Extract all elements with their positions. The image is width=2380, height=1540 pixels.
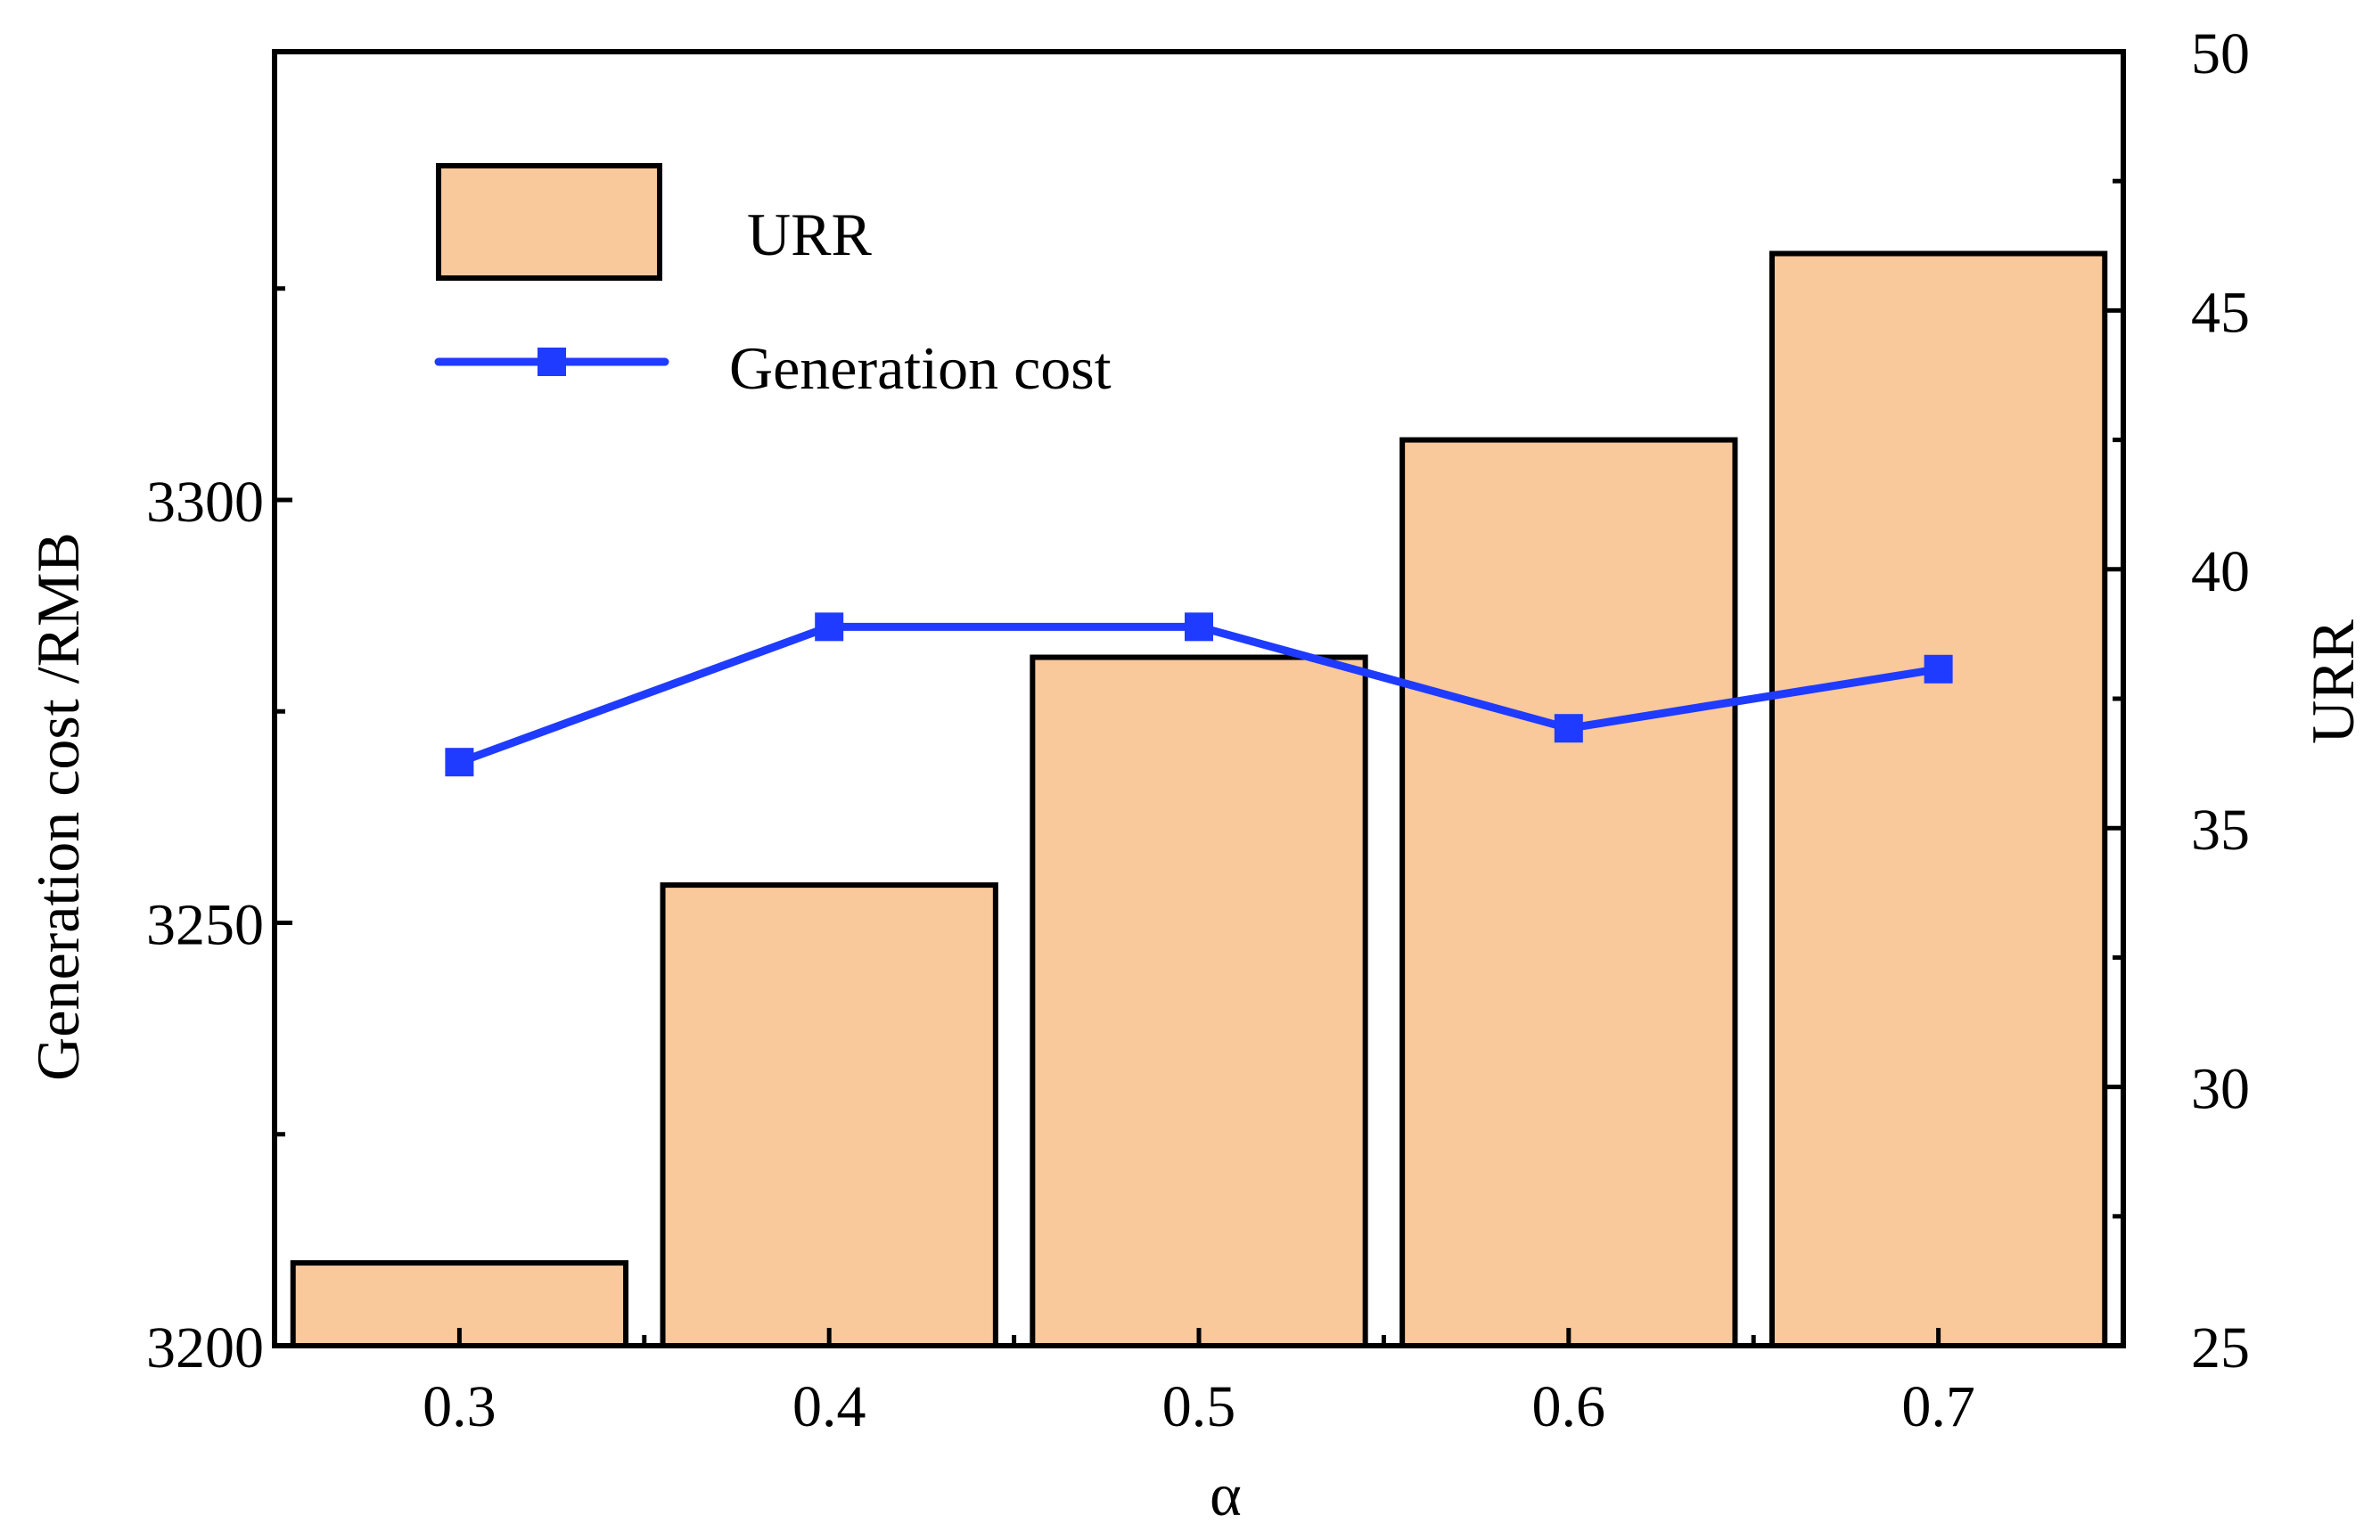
y-right-tick-label: 30 — [2191, 1057, 2250, 1122]
legend-urr-label: URR — [747, 201, 872, 268]
generation-cost-point — [1924, 654, 1953, 684]
x-axis-title: α — [1210, 1461, 1242, 1528]
y-left-axis-title: Generation cost /RMB — [24, 532, 92, 1081]
y-left-tick-label: 3250 — [146, 892, 264, 957]
y-right-tick-label: 25 — [2191, 1315, 2250, 1380]
urr-bar — [1030, 654, 1368, 1348]
x-tick-label: 0.3 — [423, 1374, 497, 1439]
legend-urr-swatch — [436, 163, 662, 281]
y-left-tick-labels: 3200 3250 3300 — [146, 470, 264, 1380]
legend-cost-marker — [538, 348, 566, 376]
axis-ticks — [275, 49, 2123, 1348]
generation-cost-point — [445, 748, 474, 777]
urr-bar — [660, 882, 998, 1348]
x-tick-label: 0.5 — [1162, 1374, 1236, 1439]
y-right-tick-labels: 25 30 35 40 45 50 — [2191, 21, 2250, 1380]
urr-bar — [1769, 250, 2108, 1349]
y-left-tick-label: 3300 — [146, 470, 264, 535]
legend-cost-label: Generation cost — [729, 334, 1112, 402]
generation-cost-point — [1185, 612, 1213, 642]
legend: URR Generation cost — [434, 163, 1112, 402]
y-right-tick-label: 35 — [2191, 798, 2250, 863]
y-right-tick-label: 45 — [2191, 280, 2250, 345]
x-tick-labels: 0.3 0.4 0.5 0.6 0.7 — [423, 1374, 1975, 1439]
generation-cost-line — [445, 612, 1953, 777]
y-right-tick-label: 40 — [2191, 539, 2250, 604]
y-right-axis-title: URR — [2299, 618, 2367, 743]
y-right-tick-label: 50 — [2191, 21, 2250, 86]
generation-cost-point — [815, 612, 844, 642]
x-tick-label: 0.4 — [792, 1374, 866, 1439]
y-left-tick-label: 3200 — [146, 1315, 264, 1380]
x-tick-label: 0.6 — [1532, 1374, 1606, 1439]
urr-bars — [290, 250, 2108, 1349]
generation-cost-point — [1554, 714, 1583, 743]
x-tick-label: 0.7 — [1901, 1374, 1975, 1439]
urr-bar — [1399, 437, 1738, 1349]
